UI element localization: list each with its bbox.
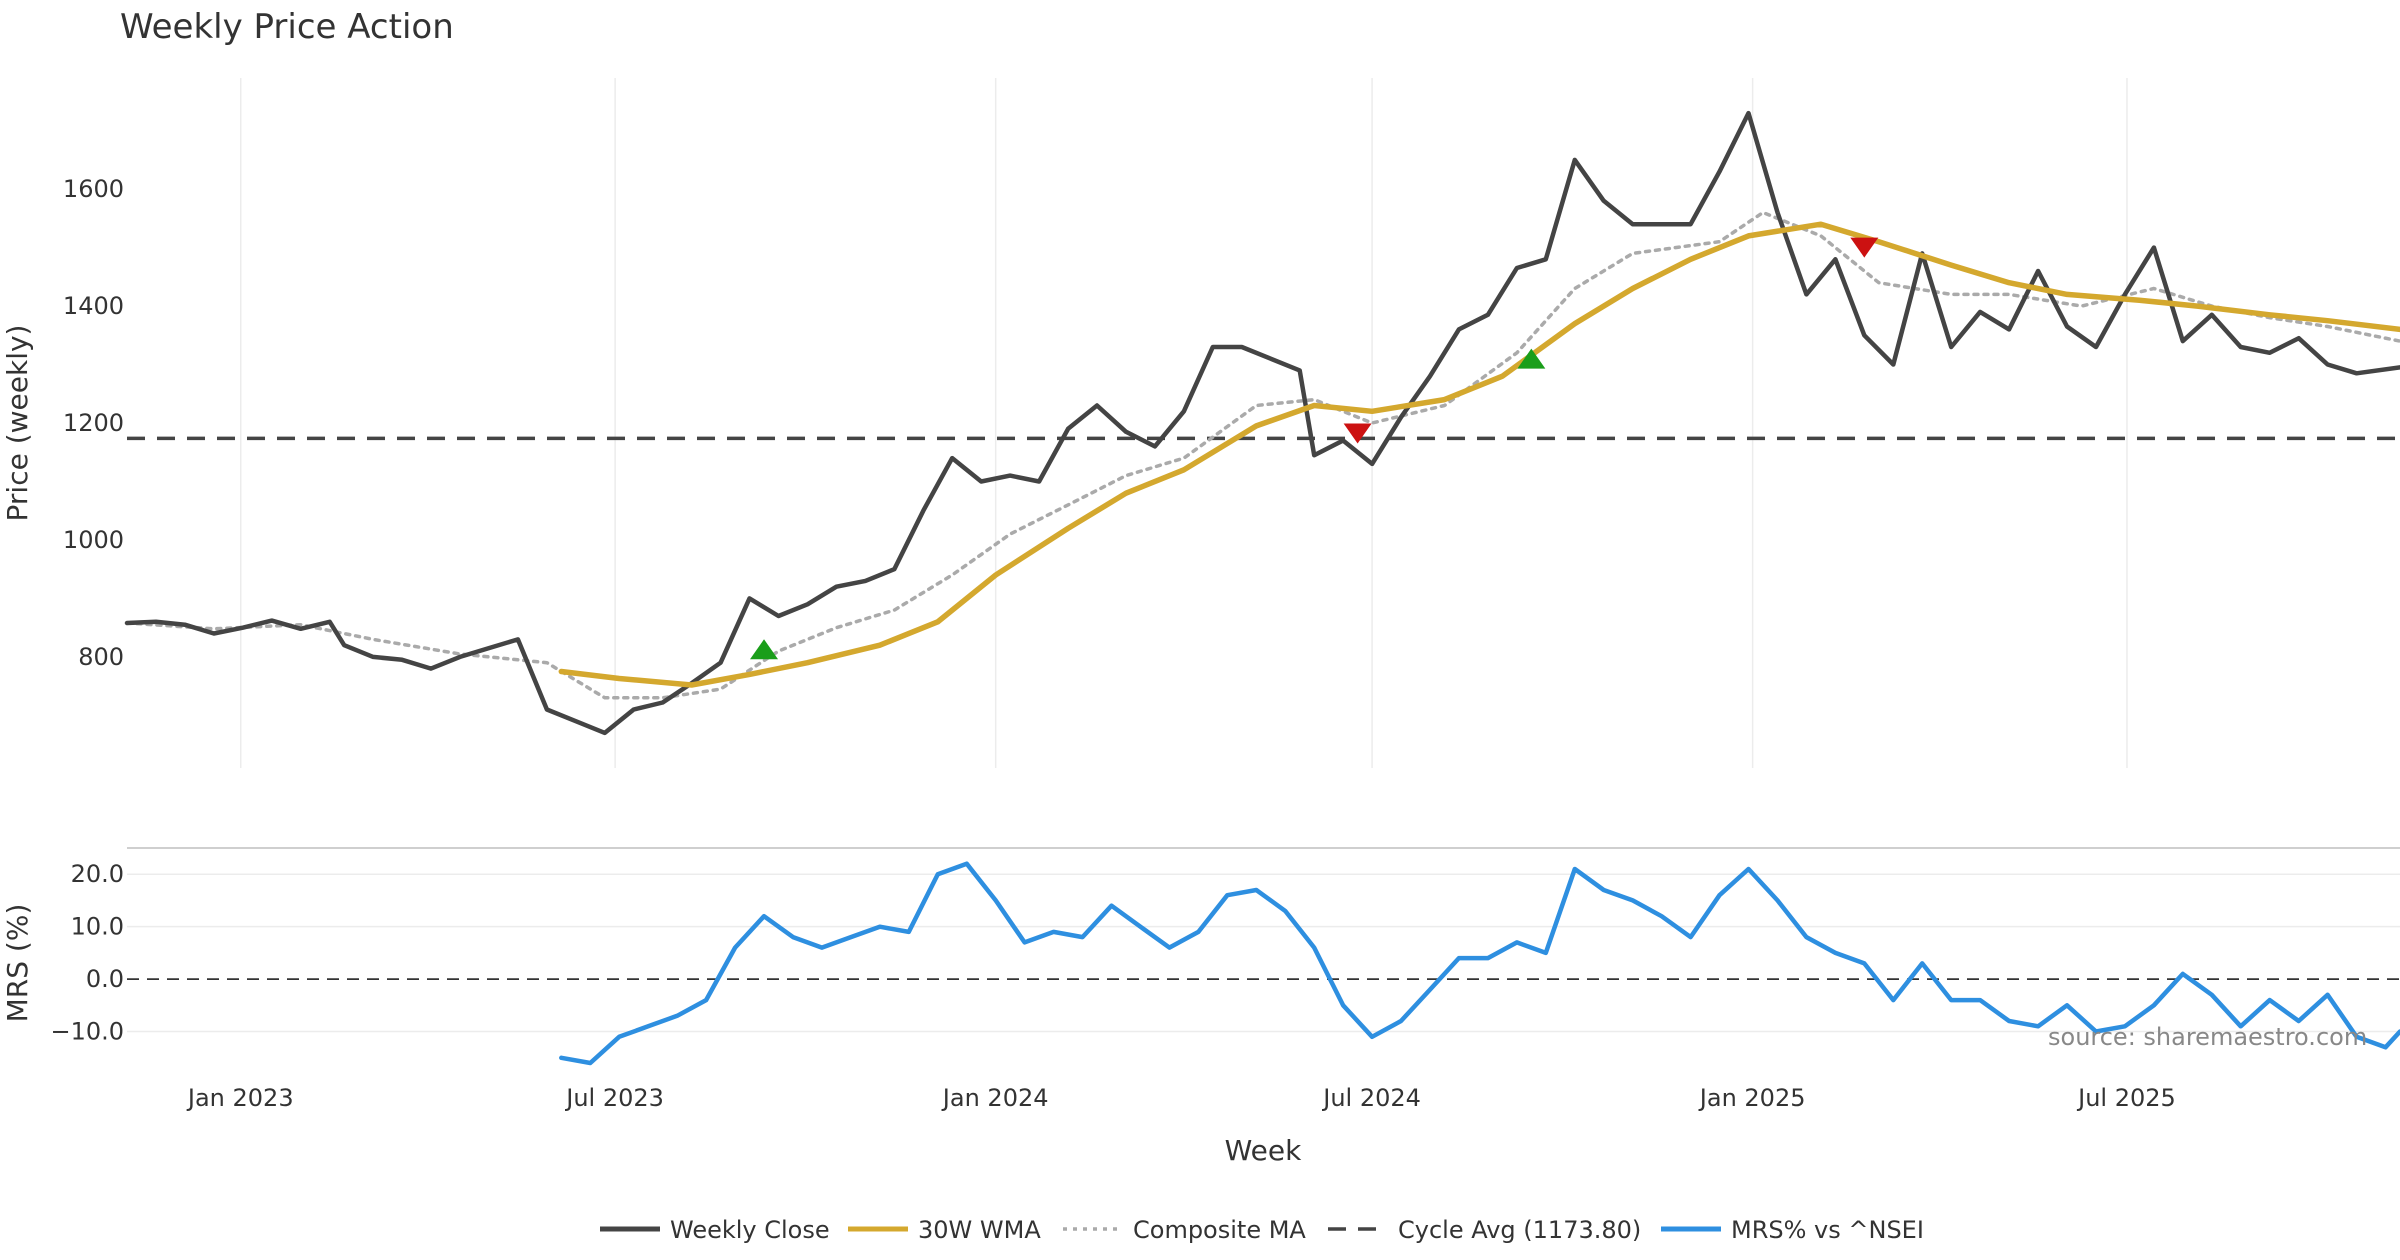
mrs-y-tick-labels: −10.0 0.0 10.0 20.0 (50, 860, 124, 1045)
price-grid (240, 78, 2128, 768)
x-tick-labels: Jan 2023 Jul 2023 Jan 2024 Jul 2024 Jan 2025… (186, 1084, 2176, 1112)
x-tick-label: Jul 2024 (1321, 1084, 1421, 1112)
price-y-tick-labels: 800 1000 1200 1400 1600 (63, 175, 124, 671)
legend-label-30w-wma: 30W WMA (918, 1216, 1041, 1244)
legend-label-composite-ma: Composite MA (1133, 1216, 1306, 1244)
mrs-grid (127, 847, 2400, 1033)
source-watermark: source: sharemaestro.com (2048, 1023, 2367, 1051)
x-tick-label: Jul 2025 (2076, 1084, 2176, 1112)
buy-signal-marker (1517, 348, 1546, 369)
x-tick-label: Jan 2024 (941, 1084, 1049, 1112)
mrs-y-tick-label: 10.0 (71, 913, 124, 941)
mrs-y-tick-label: 20.0 (71, 860, 124, 888)
sell-signal-marker (1850, 237, 1879, 258)
buy-signal-marker (750, 639, 779, 660)
x-tick-label: Jan 2023 (186, 1084, 294, 1112)
x-axis-label: Week (1225, 1134, 1302, 1167)
price-y-tick-label: 1200 (63, 409, 124, 437)
price-y-tick-label: 800 (78, 643, 124, 671)
price-y-axis-label: Price (weekly) (1, 325, 34, 522)
mrs-y-axis-label: MRS (%) (1, 904, 34, 1023)
price-y-tick-label: 1000 (63, 526, 124, 554)
series-weekly-close-line (124, 110, 2400, 736)
sell-signal-marker (1343, 423, 1372, 444)
series-30w-wma-line (558, 221, 2400, 688)
price-series-layer (124, 110, 2400, 736)
series-composite-ma-line (125, 210, 2400, 700)
mrs-series-layer (559, 861, 2400, 1066)
legend-label-mrs-vs-nsei: MRS% vs ^NSEI (1731, 1216, 1924, 1244)
mrs-y-tick-label: 0.0 (86, 965, 124, 993)
price-y-tick-label: 1400 (63, 292, 124, 320)
series-mrs-line (559, 861, 2400, 1066)
x-tick-label: Jul 2023 (564, 1084, 664, 1112)
x-tick-label: Jan 2025 (1698, 1084, 1806, 1112)
legend-label-weekly-close: Weekly Close (670, 1216, 830, 1244)
chart-title: Weekly Price Action (120, 7, 454, 47)
legend-label-cycle-avg-1173-80: Cycle Avg (1173.80) (1398, 1216, 1641, 1244)
price-y-tick-label: 1600 (63, 175, 124, 203)
mrs-y-tick-label: −10.0 (50, 1018, 124, 1046)
legend: Weekly Close 30W WMA Composite MA Cycle Avg… (600, 1216, 1924, 1244)
